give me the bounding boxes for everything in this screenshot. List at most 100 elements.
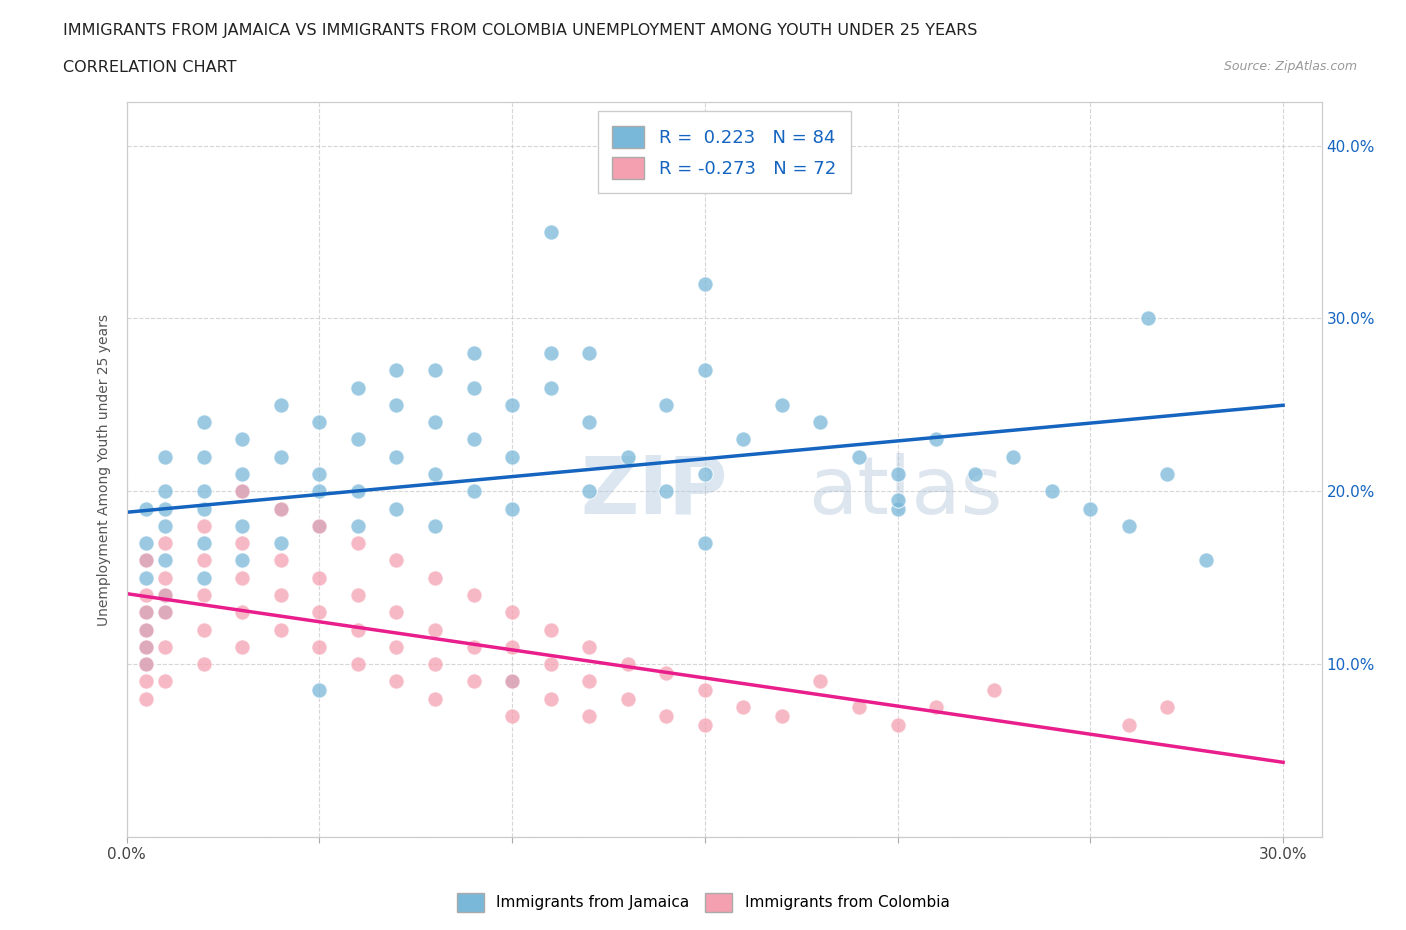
Point bbox=[135, 640, 157, 655]
Point bbox=[308, 415, 330, 430]
Point bbox=[693, 363, 716, 378]
Point bbox=[153, 588, 176, 603]
Point bbox=[270, 622, 292, 637]
Point bbox=[540, 657, 562, 671]
Point bbox=[423, 657, 446, 671]
Point bbox=[616, 691, 638, 706]
Point bbox=[1137, 311, 1160, 325]
Point bbox=[385, 604, 408, 619]
Point bbox=[886, 717, 908, 732]
Point bbox=[423, 415, 446, 430]
Point bbox=[193, 484, 215, 498]
Point bbox=[385, 640, 408, 655]
Point bbox=[135, 588, 157, 603]
Point bbox=[231, 570, 253, 585]
Point bbox=[193, 553, 215, 568]
Point bbox=[1078, 501, 1101, 516]
Point bbox=[153, 588, 176, 603]
Point bbox=[153, 501, 176, 516]
Point bbox=[925, 432, 948, 446]
Point bbox=[655, 665, 678, 680]
Point bbox=[153, 674, 176, 689]
Point bbox=[501, 640, 523, 655]
Point bbox=[193, 622, 215, 637]
Point bbox=[1118, 717, 1140, 732]
Point bbox=[385, 674, 408, 689]
Point bbox=[423, 691, 446, 706]
Point bbox=[231, 536, 253, 551]
Point bbox=[501, 397, 523, 412]
Point bbox=[385, 501, 408, 516]
Point bbox=[135, 657, 157, 671]
Point bbox=[578, 346, 600, 361]
Point bbox=[385, 397, 408, 412]
Point bbox=[501, 674, 523, 689]
Point bbox=[193, 588, 215, 603]
Point bbox=[693, 536, 716, 551]
Point bbox=[578, 484, 600, 498]
Point bbox=[193, 536, 215, 551]
Point bbox=[693, 683, 716, 698]
Point bbox=[135, 604, 157, 619]
Point bbox=[463, 640, 485, 655]
Point bbox=[308, 640, 330, 655]
Point bbox=[153, 518, 176, 533]
Point bbox=[308, 683, 330, 698]
Point bbox=[733, 700, 755, 715]
Point bbox=[347, 588, 370, 603]
Point bbox=[193, 657, 215, 671]
Point bbox=[135, 691, 157, 706]
Text: atlas: atlas bbox=[807, 453, 1002, 531]
Point bbox=[540, 622, 562, 637]
Point bbox=[423, 363, 446, 378]
Point bbox=[231, 484, 253, 498]
Point bbox=[270, 588, 292, 603]
Point bbox=[848, 449, 870, 464]
Point bbox=[578, 415, 600, 430]
Point bbox=[347, 518, 370, 533]
Point bbox=[1156, 700, 1178, 715]
Point bbox=[231, 432, 253, 446]
Point bbox=[135, 553, 157, 568]
Point bbox=[770, 397, 793, 412]
Point bbox=[423, 622, 446, 637]
Point bbox=[308, 467, 330, 482]
Point bbox=[886, 501, 908, 516]
Point bbox=[135, 657, 157, 671]
Point bbox=[347, 622, 370, 637]
Legend: Immigrants from Jamaica, Immigrants from Colombia: Immigrants from Jamaica, Immigrants from… bbox=[450, 887, 956, 918]
Point bbox=[463, 380, 485, 395]
Point bbox=[193, 570, 215, 585]
Point bbox=[540, 691, 562, 706]
Text: ZIP: ZIP bbox=[581, 453, 728, 531]
Point bbox=[153, 604, 176, 619]
Point bbox=[193, 415, 215, 430]
Point bbox=[135, 570, 157, 585]
Point bbox=[655, 709, 678, 724]
Point bbox=[231, 467, 253, 482]
Text: Source: ZipAtlas.com: Source: ZipAtlas.com bbox=[1223, 60, 1357, 73]
Point bbox=[733, 432, 755, 446]
Point bbox=[463, 346, 485, 361]
Point bbox=[153, 570, 176, 585]
Point bbox=[463, 588, 485, 603]
Point bbox=[1156, 467, 1178, 482]
Point bbox=[1118, 518, 1140, 533]
Point bbox=[385, 449, 408, 464]
Point bbox=[385, 553, 408, 568]
Point bbox=[925, 700, 948, 715]
Point bbox=[385, 363, 408, 378]
Point bbox=[963, 467, 986, 482]
Point bbox=[153, 536, 176, 551]
Point bbox=[693, 717, 716, 732]
Point bbox=[463, 432, 485, 446]
Point bbox=[810, 415, 832, 430]
Point bbox=[270, 501, 292, 516]
Y-axis label: Unemployment Among Youth under 25 years: Unemployment Among Youth under 25 years bbox=[97, 313, 111, 626]
Point bbox=[153, 640, 176, 655]
Point bbox=[231, 518, 253, 533]
Point bbox=[1002, 449, 1025, 464]
Point bbox=[270, 553, 292, 568]
Point bbox=[347, 484, 370, 498]
Point bbox=[308, 518, 330, 533]
